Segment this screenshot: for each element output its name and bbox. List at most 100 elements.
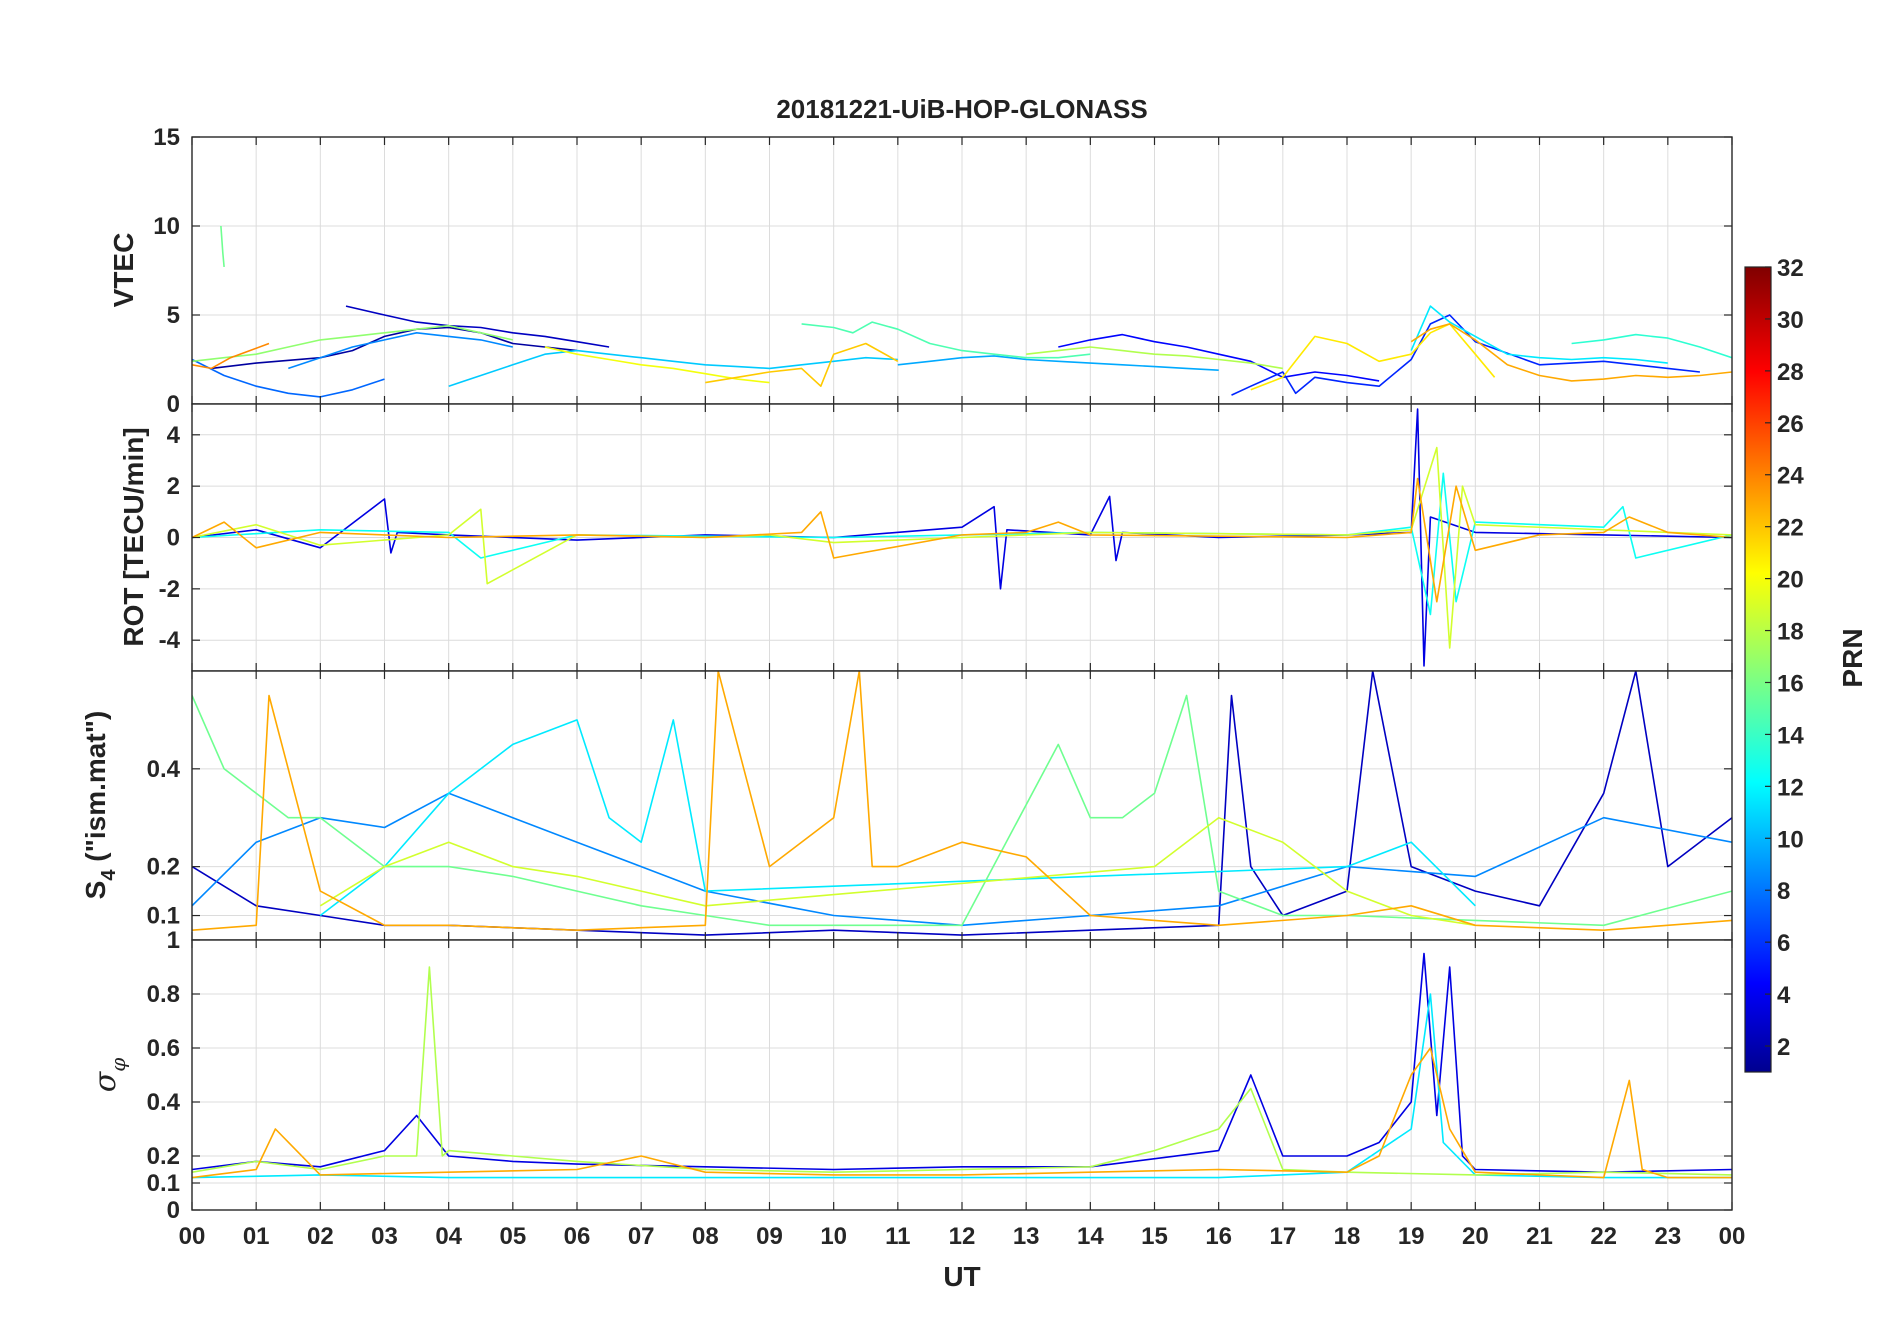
panel-series-group [192, 952, 1732, 1179]
series-line-prn-8 [192, 358, 385, 398]
panel-s4: 0.1 0.2 0.4 S4 ("ism.mat") [80, 670, 1733, 941]
y-axis-label-rest: ("ism.mat") [80, 711, 111, 870]
y-tick-label: 4 [167, 422, 181, 449]
series-line-prn-10 [897, 355, 1219, 371]
colorbar-tick-label: 18 [1777, 619, 1804, 646]
y-tick-label: 10 [153, 213, 180, 240]
y-axis-label: VTEC [108, 233, 139, 308]
y-tick-label: 1 [167, 927, 180, 954]
x-tick-label: 11 [885, 1223, 910, 1250]
colorbar-tick-label: 8 [1777, 878, 1790, 905]
y-axis-label-main: σ [88, 1070, 123, 1092]
panel-series-group [192, 225, 1732, 398]
y-tick-label: 15 [153, 124, 180, 151]
series-line-prn-5 [1058, 333, 1380, 382]
y-tick-label: 0.2 [147, 854, 180, 881]
series-line-prn-9 [288, 331, 513, 370]
series-line-prn-12 [1410, 305, 1668, 364]
x-tick-label: 04 [435, 1223, 462, 1250]
chart-title: 20181221-UiB-HOP-GLONASS [776, 94, 1147, 124]
y-axis-label: ROT [TECU/min] [118, 427, 149, 646]
colorbar-tick-label: 4 [1777, 982, 1791, 1009]
x-tick-label: 03 [371, 1223, 398, 1250]
series-line-prn-24 [192, 342, 270, 370]
series-line-prn-16 [192, 694, 1732, 927]
series-line-prn-16 [220, 225, 225, 267]
x-tick-label: 00 [1719, 1223, 1746, 1250]
x-tick-label: 02 [307, 1223, 334, 1250]
x-tick-label: 14 [1077, 1223, 1104, 1250]
x-tick-label: 17 [1269, 1223, 1296, 1250]
x-tick-label: 18 [1334, 1223, 1361, 1250]
x-tick-label: 06 [564, 1223, 591, 1250]
series-line-prn-17 [192, 324, 513, 363]
x-tick-label: 10 [820, 1223, 847, 1250]
y-axis-label-main: S [80, 881, 111, 900]
y-tick-label: -4 [159, 627, 181, 654]
x-tick-label: 22 [1590, 1223, 1617, 1250]
colorbar-tick-label: 12 [1777, 774, 1804, 801]
y-tick-label: 5 [167, 302, 180, 329]
y-tick-label: 0 [167, 525, 180, 552]
y-tick-label: 0.6 [147, 1035, 180, 1062]
series-line-prn-23 [192, 1047, 1732, 1179]
x-tick-label: 05 [499, 1223, 526, 1250]
y-axis-label: S4 ("ism.mat") [80, 711, 120, 900]
x-tick-label: 19 [1398, 1223, 1425, 1250]
x-tick-label: 00 [179, 1223, 206, 1250]
colorbar-tick-label: 16 [1777, 670, 1804, 697]
series-line-prn-6 [1231, 314, 1700, 396]
y-tick-label: 0 [167, 391, 180, 418]
y-tick-label: 0.2 [147, 1143, 180, 1170]
series-line-prn-11 [448, 349, 898, 387]
series-line-prn-21 [1250, 323, 1496, 391]
series-line-prn-4 [192, 952, 1732, 1173]
colorbar-tick-label: 14 [1777, 722, 1804, 749]
colorbar-label: PRN [1837, 628, 1868, 687]
y-tick-label: 0.4 [147, 1089, 181, 1116]
panel-rot: -4 -2 0 2 4 ROT [TECU/min] [118, 403, 1733, 672]
y-tick-label: 0 [167, 1197, 180, 1224]
colorbar-gradient [1744, 266, 1772, 1073]
panel-sigma: 00.10.2 0.4 0.6 0.8 1 σφ [88, 927, 1733, 1224]
x-tick-label: 07 [628, 1223, 655, 1250]
y-tick-label: -2 [159, 576, 180, 603]
y-tick-label: 2 [167, 473, 180, 500]
x-tick-label: 13 [1013, 1223, 1040, 1250]
series-line-prn-3 [345, 305, 610, 348]
y-axis-label-subscript: 4 [98, 869, 120, 881]
colorbar-tick-label: 10 [1777, 826, 1804, 853]
y-axis-label: σφ [88, 1058, 130, 1093]
x-tick-label: 23 [1654, 1223, 1681, 1250]
series-line-prn-22 [705, 342, 899, 388]
y-axis-label-subscript: φ [106, 1058, 130, 1072]
series-line-prn-14 [1571, 333, 1732, 359]
y-tick-label: 0.1 [147, 1170, 180, 1197]
colorbar-tick-label: 28 [1777, 359, 1804, 386]
series-line-prn-18 [1026, 346, 1283, 370]
colorbar-tick-label: 6 [1777, 930, 1790, 957]
panel-series-group [192, 408, 1732, 667]
series-line-prn-23 [192, 671, 1732, 932]
panel-vtec: 0 5 10 15 VTEC [108, 124, 1733, 418]
panel-series-group [192, 671, 1732, 936]
x-tick-label: 12 [949, 1223, 976, 1250]
x-tick-label: 21 [1526, 1223, 1553, 1250]
colorbar-tick-label: 30 [1777, 307, 1804, 334]
series-line-prn-4 [192, 408, 1732, 667]
series-line-prn-23 [1410, 323, 1732, 382]
x-tick-label: 20 [1462, 1223, 1489, 1250]
series-line-prn-15 [801, 321, 1091, 359]
x-tick-label: 08 [692, 1223, 719, 1250]
colorbar-tick-label: 26 [1777, 411, 1804, 438]
x-tick-label: 15 [1141, 1223, 1168, 1250]
colorbar-tick-label: 2 [1777, 1034, 1790, 1061]
colorbar-tick-label: 24 [1777, 463, 1804, 490]
series-line-prn-19 [319, 816, 1476, 927]
x-tick-label: 16 [1205, 1223, 1232, 1250]
colorbar-tick-label: 22 [1777, 515, 1804, 542]
